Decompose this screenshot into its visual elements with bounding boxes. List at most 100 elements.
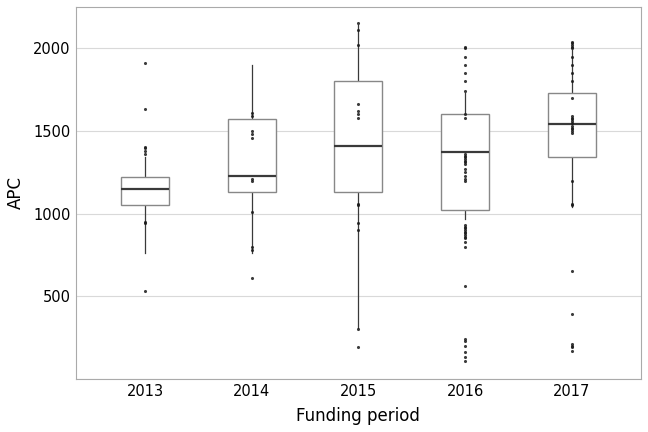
Point bbox=[460, 228, 470, 235]
Point bbox=[566, 129, 577, 136]
Point bbox=[246, 247, 257, 254]
Point bbox=[460, 227, 470, 234]
Point bbox=[460, 337, 470, 344]
Point bbox=[140, 151, 150, 158]
Point bbox=[246, 175, 257, 182]
Point bbox=[566, 40, 577, 47]
Point bbox=[460, 223, 470, 230]
Point bbox=[353, 344, 364, 351]
Point bbox=[566, 268, 577, 275]
Point bbox=[460, 61, 470, 68]
Point bbox=[566, 45, 577, 52]
Point bbox=[566, 41, 577, 48]
Y-axis label: APC: APC bbox=[7, 176, 25, 210]
Point bbox=[353, 202, 364, 209]
Point bbox=[566, 38, 577, 45]
Point bbox=[566, 114, 577, 121]
Point bbox=[460, 53, 470, 60]
Point bbox=[460, 336, 470, 343]
Point bbox=[140, 147, 150, 154]
Point bbox=[460, 175, 470, 182]
Point bbox=[246, 209, 257, 216]
Point bbox=[460, 152, 470, 159]
Point bbox=[353, 41, 364, 48]
Point bbox=[566, 311, 577, 318]
Point bbox=[246, 127, 257, 134]
Point bbox=[460, 349, 470, 356]
Point bbox=[566, 78, 577, 85]
Point bbox=[566, 344, 577, 351]
Point bbox=[353, 27, 364, 34]
Point bbox=[566, 116, 577, 123]
Bar bbox=[227, 119, 275, 192]
Point bbox=[460, 357, 470, 364]
Point bbox=[460, 161, 470, 168]
Point bbox=[353, 20, 364, 27]
Bar bbox=[121, 177, 169, 205]
Point bbox=[460, 172, 470, 179]
Point bbox=[460, 114, 470, 121]
Point bbox=[460, 342, 470, 349]
Point bbox=[566, 124, 577, 131]
Point bbox=[460, 45, 470, 52]
Point bbox=[566, 341, 577, 348]
Bar bbox=[334, 81, 382, 192]
Point bbox=[566, 200, 577, 207]
Point bbox=[460, 151, 470, 158]
Point bbox=[353, 227, 364, 234]
Point bbox=[353, 114, 364, 121]
Point bbox=[566, 177, 577, 184]
Point bbox=[566, 342, 577, 349]
Point bbox=[353, 111, 364, 118]
X-axis label: Funding period: Funding period bbox=[296, 407, 421, 425]
Point bbox=[460, 111, 470, 118]
Point bbox=[246, 275, 257, 282]
Point bbox=[246, 243, 257, 250]
Point bbox=[140, 288, 150, 295]
Bar bbox=[548, 93, 596, 157]
Point bbox=[460, 233, 470, 240]
Point bbox=[246, 177, 257, 184]
Point bbox=[566, 202, 577, 209]
Point bbox=[460, 78, 470, 85]
Point bbox=[140, 145, 150, 152]
Point bbox=[140, 220, 150, 227]
Point bbox=[353, 326, 364, 333]
Point bbox=[140, 60, 150, 67]
Point bbox=[460, 225, 470, 232]
Point bbox=[460, 154, 470, 161]
Bar bbox=[441, 114, 489, 210]
Point bbox=[353, 200, 364, 207]
Point bbox=[460, 230, 470, 237]
Point bbox=[566, 113, 577, 120]
Point bbox=[460, 159, 470, 166]
Point bbox=[460, 232, 470, 238]
Point bbox=[566, 43, 577, 50]
Point bbox=[353, 220, 364, 227]
Point bbox=[566, 61, 577, 68]
Point bbox=[246, 113, 257, 120]
Point bbox=[566, 119, 577, 126]
Point bbox=[566, 127, 577, 134]
Point bbox=[460, 283, 470, 290]
Point bbox=[460, 243, 470, 250]
Point bbox=[566, 123, 577, 130]
Point bbox=[460, 43, 470, 50]
Point bbox=[566, 347, 577, 354]
Point bbox=[140, 106, 150, 113]
Point bbox=[460, 222, 470, 229]
Point bbox=[566, 126, 577, 133]
Point bbox=[246, 134, 257, 141]
Point bbox=[460, 157, 470, 164]
Point bbox=[460, 177, 470, 184]
Point bbox=[460, 354, 470, 361]
Point bbox=[460, 88, 470, 95]
Point bbox=[246, 109, 257, 116]
Point bbox=[566, 70, 577, 76]
Point bbox=[460, 156, 470, 162]
Point bbox=[566, 53, 577, 60]
Point bbox=[353, 108, 364, 114]
Point bbox=[460, 70, 470, 76]
Point bbox=[460, 165, 470, 172]
Point bbox=[460, 169, 470, 176]
